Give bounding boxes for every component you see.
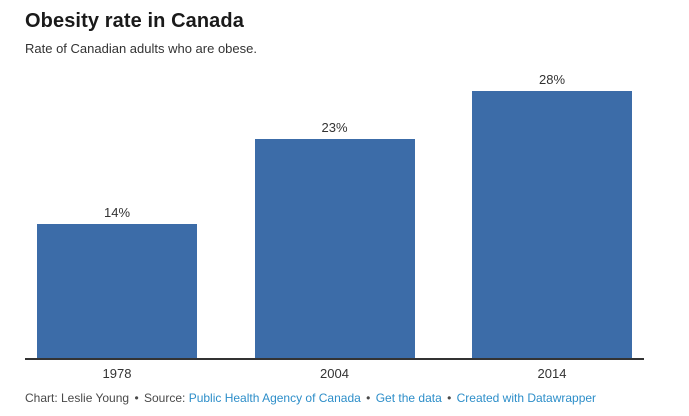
- footer-link-datawrapper[interactable]: Created with Datawrapper: [456, 391, 597, 405]
- bar: [472, 91, 632, 358]
- x-axis-tick-label: 2014: [537, 366, 567, 381]
- chart-title: Obesity rate in Canada: [25, 10, 244, 32]
- bar-group: 28% 2014: [472, 72, 632, 380]
- footer-credit: Chart: Leslie Young: [25, 391, 130, 405]
- bar: [37, 224, 197, 358]
- bar-value-label: 14%: [103, 205, 131, 220]
- footer-link-get-the-data[interactable]: Get the data: [375, 391, 442, 405]
- footer-separator: •: [366, 391, 371, 405]
- chart-footer: Chart: Leslie Young • Source: Public Hea…: [25, 391, 596, 405]
- plot-area: 14% 1978 23% 2004 28% 2014: [25, 72, 644, 380]
- x-axis-tick-label: 2004: [320, 366, 349, 381]
- footer-source-label: Source:: [143, 391, 186, 405]
- bar-group: 14% 1978: [37, 205, 197, 380]
- footer-link-source[interactable]: Public Health Agency of Canada: [188, 391, 361, 405]
- footer-separator: •: [447, 391, 452, 405]
- footer-separator: •: [134, 391, 139, 405]
- bar-value-label: 28%: [538, 72, 566, 87]
- bar-value-label: 23%: [321, 120, 348, 135]
- bar: [254, 139, 415, 358]
- chart-subtitle: Rate of Canadian adults who are obese.: [25, 41, 257, 56]
- bar-group: 23% 2004: [254, 120, 415, 380]
- x-axis-tick-label: 1978: [102, 366, 132, 381]
